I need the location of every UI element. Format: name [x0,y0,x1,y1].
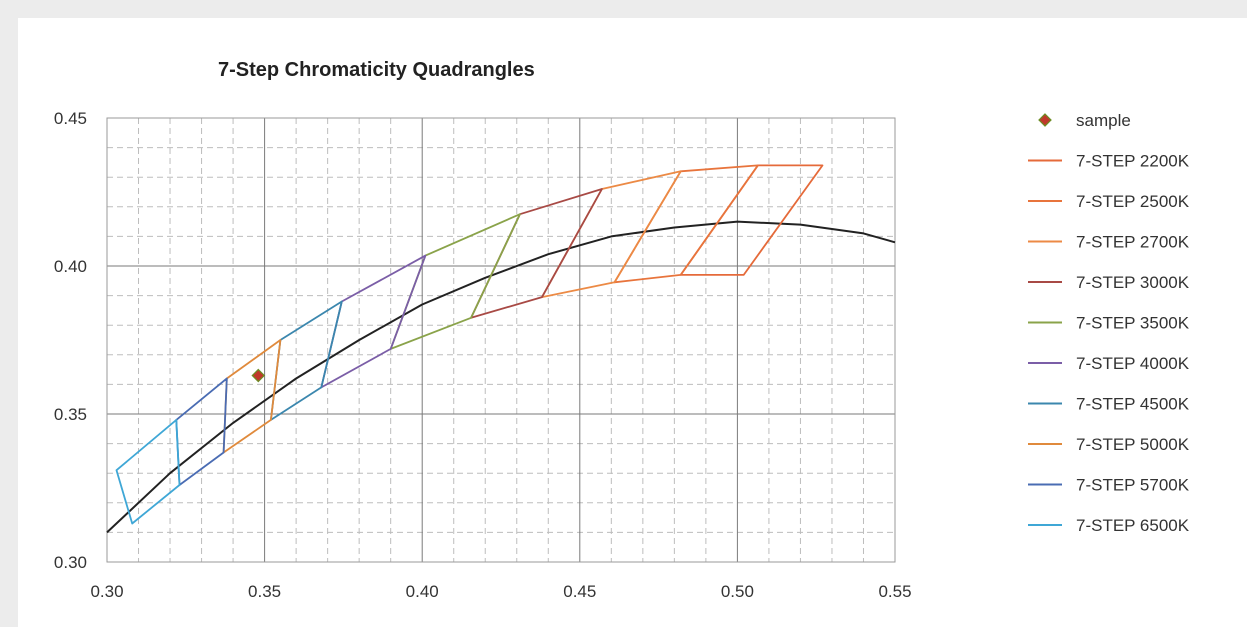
legend-item: 7-STEP 2200K [1028,152,1190,171]
x-tick-label: 0.50 [721,582,754,601]
legend: sample 7-STEP 2200K 7-STEP 2500K 7-STEP 270… [1028,111,1190,535]
x-tick-label: 0.35 [248,582,281,601]
y-tick-label: 0.40 [54,257,87,276]
planckian-locus-layer [106,220,896,534]
legend-label: 7-STEP 6500K [1076,516,1190,535]
legend-label: 7-STEP 2500K [1076,192,1190,211]
legend-label: sample [1076,111,1131,130]
chart-title: 7-Step Chromaticity Quadrangles [218,59,535,81]
legend-label: 7-STEP 4500K [1076,395,1190,414]
legend-label: 7-STEP 3500K [1076,314,1190,333]
quadrangle-7-step-2500k [613,164,759,284]
x-tick-label: 0.45 [563,582,596,601]
legend-label: 7-STEP 5700K [1076,476,1190,495]
legend-item: 7-STEP 5700K [1028,476,1190,495]
x-tick-label: 0.55 [878,582,911,601]
chart-card: 7-Step Chromaticity Quadrangles 0.30 0.35… [18,18,1247,627]
legend-label: 7-STEP 5000K [1076,435,1190,454]
legend-label: 7-STEP 2700K [1076,233,1190,252]
quadrangle-7-step-3000k [470,188,603,319]
x-tick-label: 0.30 [90,582,123,601]
legend-item: 7-STEP 6500K [1028,516,1190,535]
y-axis-tick-labels: 0.30 0.35 0.40 0.45 [54,109,87,572]
x-tick-label: 0.40 [406,582,439,601]
legend-item: 7-STEP 2700K [1028,233,1190,252]
legend-item: 7-STEP 5000K [1028,435,1190,454]
plot-frame [106,117,896,563]
quadrangle-7-step-6500k [115,418,181,525]
legend-item: 7-STEP 2500K [1028,192,1190,211]
quadrangle-7-step-4500k [269,300,343,421]
quadrangle-7-step-3500k [389,213,521,350]
quadrangle-7-step-2200k [679,164,824,276]
y-tick-label: 0.35 [54,405,87,424]
legend-item: 7-STEP 3500K [1028,314,1190,333]
legend-item: 7-STEP 4500K [1028,395,1190,414]
x-axis-tick-labels: 0.30 0.35 0.40 0.45 0.50 0.55 [90,582,911,601]
minor-grid [107,118,895,562]
legend-item: sample [1038,111,1131,130]
legend-sample-marker [1038,113,1052,127]
legend-item: 7-STEP 3000K [1028,273,1190,292]
series-layer [115,164,824,525]
legend-label: 7-STEP 3000K [1076,273,1190,292]
planckian-locus-line [106,220,896,534]
sample-point-marker [251,368,266,383]
legend-label: 7-STEP 4000K [1076,354,1190,373]
chromaticity-chart: 7-Step Chromaticity Quadrangles 0.30 0.35… [54,59,1190,601]
y-tick-label: 0.30 [54,553,87,572]
legend-item: 7-STEP 4000K [1028,354,1190,373]
y-tick-label: 0.45 [54,109,87,128]
major-grid [107,118,895,562]
legend-label: 7-STEP 2200K [1076,152,1190,171]
